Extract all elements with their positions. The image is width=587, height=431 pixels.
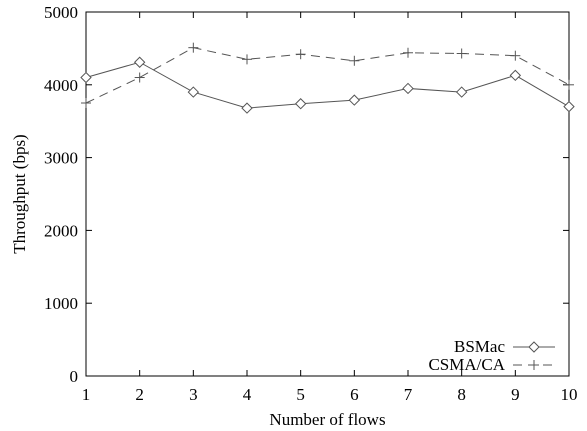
series-1-point: [348, 94, 361, 106]
x-tick-label: 6: [350, 385, 359, 404]
legend-marker: [529, 360, 539, 370]
x-tick-label: 9: [511, 385, 520, 404]
series-layer: [80, 42, 575, 114]
series-1-point: [455, 86, 468, 98]
series-1-point: [402, 82, 414, 95]
series-1-point: [563, 100, 575, 113]
x-tick-label: 2: [135, 385, 144, 404]
series-1-point: [294, 98, 307, 110]
y-tick-label: 2000: [44, 221, 78, 240]
x-tick-label: 7: [404, 385, 413, 404]
legend-label: BSMac: [454, 337, 505, 356]
series-2-point: [295, 49, 306, 60]
x-tick-label: 1: [82, 385, 91, 404]
series-line-1: [85, 61, 570, 109]
series-2-point: [349, 55, 360, 66]
x-tick-label: 4: [243, 385, 252, 404]
legend-marker: [528, 341, 540, 353]
series-1-point: [133, 56, 146, 68]
x-tick-label: 3: [189, 385, 198, 404]
plot-frame: [85, 11, 570, 377]
series-2-point: [564, 79, 574, 90]
y-axis: 0 1000 2000 3000 4000 5000: [44, 3, 569, 386]
series-2-point: [242, 54, 252, 65]
y-tick-label: 1000: [44, 294, 78, 313]
x-tick-label: 5: [296, 385, 305, 404]
series-line-2: [85, 47, 570, 104]
x-axis-label: Number of flows: [269, 410, 385, 429]
series-2-point: [81, 98, 91, 108]
legend-label: CSMA/CA: [428, 355, 505, 374]
series-2-point: [188, 42, 199, 53]
series-2-point: [134, 72, 145, 83]
x-tick-label: 8: [457, 385, 466, 404]
series-2-point: [403, 47, 413, 58]
series-1-point: [187, 86, 200, 98]
y-tick-label: 5000: [44, 3, 78, 22]
y-tick-label: 3000: [44, 149, 78, 168]
series-1-point: [241, 102, 253, 114]
y-tick-label: 0: [70, 367, 79, 386]
y-tick-label: 4000: [44, 76, 78, 95]
series-2-point: [456, 48, 467, 59]
series-1-point: [80, 71, 92, 84]
x-tick-label: 10: [561, 385, 578, 404]
x-axis: 1 2 3 4 5 6 7 8 9 10: [82, 12, 578, 404]
series-1-point: [509, 69, 522, 82]
series-2-point: [510, 50, 521, 61]
y-axis-label: Throughput (bps): [10, 134, 29, 253]
